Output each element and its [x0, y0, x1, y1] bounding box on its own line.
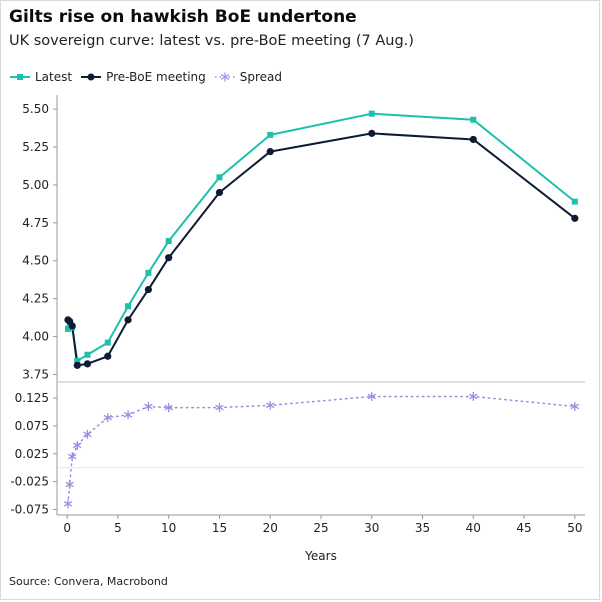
legend-swatch-latest — [10, 74, 30, 80]
point-pre-boe — [124, 316, 132, 324]
bottom-y-tick-label: 0.125 — [15, 391, 49, 405]
top-y-tick-label: 4.00 — [22, 330, 49, 344]
point-latest — [216, 174, 223, 181]
point-spread — [83, 429, 92, 439]
point-spread — [469, 391, 478, 401]
bottom-y-tick-label: -0.025 — [10, 475, 49, 489]
point-latest — [470, 116, 477, 123]
legend-label-spread: Spread — [239, 70, 283, 84]
point-pre-boe — [104, 352, 112, 360]
top-y-tick-label: 4.75 — [22, 216, 49, 230]
x-tick-label: 25 — [313, 521, 328, 535]
point-latest — [84, 351, 91, 358]
series-line-pre-boe — [67, 132, 576, 367]
legend: Latest Pre-BoE meeting Spread — [9, 70, 290, 84]
point-latest — [267, 131, 274, 138]
point-latest — [125, 303, 132, 310]
point-spread — [367, 391, 377, 401]
bottom-y-tick-label: 0.075 — [15, 419, 49, 433]
legend-item-latest: Latest — [9, 70, 72, 84]
point-spread — [73, 440, 82, 450]
series-line-latest — [67, 112, 576, 362]
chart-title: Gilts rise on hawkish BoE undertone — [9, 7, 357, 27]
source-note: Source: Convera, Macrobond — [9, 575, 168, 588]
legend-swatch-pre — [81, 73, 102, 81]
x-tick-label: 35 — [415, 521, 430, 535]
point-spread — [215, 403, 224, 413]
top-y-tick-label: 5.50 — [22, 102, 49, 116]
point-spread — [103, 413, 113, 423]
legend-label-latest: Latest — [35, 70, 73, 84]
x-tick-label: 10 — [161, 521, 176, 535]
x-tick-label: 45 — [516, 521, 531, 535]
point-spread — [123, 410, 133, 420]
top-y-tick-label: 3.75 — [22, 367, 49, 381]
point-spread — [67, 452, 77, 462]
point-pre-boe — [266, 147, 274, 156]
point-spread — [570, 401, 580, 411]
point-latest — [368, 110, 375, 117]
bottom-y-tick-label: 0.025 — [15, 447, 49, 461]
x-tick-label: 15 — [212, 521, 227, 535]
point-latest — [571, 198, 578, 205]
top-y-tick-label: 5.00 — [22, 178, 49, 192]
legend-label-pre: Pre-BoE meeting — [106, 70, 206, 84]
chart-subtitle: UK sovereign curve: latest vs. pre-BoE m… — [9, 33, 414, 49]
point-pre-boe — [83, 360, 92, 368]
x-tick-label: 0 — [63, 521, 71, 535]
point-pre-boe — [469, 135, 477, 144]
x-tick-label: 40 — [466, 521, 481, 535]
x-tick-label: 50 — [567, 521, 582, 535]
point-latest — [165, 238, 172, 245]
point-pre-boe — [68, 322, 76, 330]
point-pre-boe — [144, 285, 152, 294]
point-latest — [64, 325, 71, 332]
legend-item-spread: Spread — [214, 70, 282, 84]
legend-swatch-spread — [214, 72, 235, 82]
point-latest — [104, 339, 111, 346]
x-tick-label: 20 — [263, 521, 278, 535]
x-axis-title: Years — [304, 549, 337, 563]
top-y-tick-label: 4.25 — [22, 292, 49, 306]
x-tick-label: 5 — [114, 521, 122, 535]
bottom-y-tick-label: -0.075 — [10, 502, 49, 516]
point-pre-boe — [215, 188, 224, 197]
x-tick-label: 30 — [364, 521, 379, 535]
point-spread — [164, 403, 173, 413]
point-spread — [63, 499, 73, 509]
point-pre-boe — [571, 214, 579, 222]
legend-item-pre: Pre-BoE meeting — [80, 70, 206, 84]
point-pre-boe — [73, 361, 81, 369]
point-latest — [74, 357, 81, 364]
top-y-tick-label: 5.25 — [22, 140, 49, 154]
point-pre-boe — [368, 129, 376, 137]
point-spread — [265, 400, 275, 410]
point-spread — [144, 401, 153, 411]
point-latest — [145, 269, 152, 276]
point-pre-boe — [165, 254, 173, 262]
point-spread — [65, 479, 74, 489]
series-line-spread — [67, 395, 576, 505]
top-y-tick-label: 4.50 — [22, 254, 49, 268]
